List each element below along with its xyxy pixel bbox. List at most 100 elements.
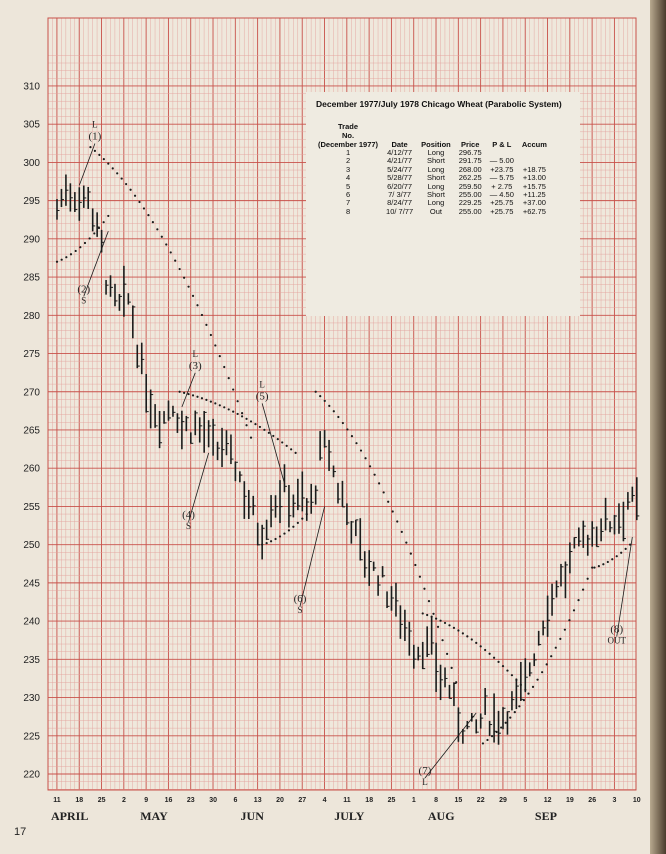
- sar-dot: [536, 678, 539, 681]
- sar-dot: [227, 408, 230, 411]
- x-tick-label: 6: [233, 797, 237, 804]
- annotation-position: S: [298, 605, 303, 615]
- trade-cell-accum: +18.75: [522, 164, 546, 174]
- x-tick-label: 22: [477, 797, 485, 804]
- sar-dot: [249, 420, 253, 423]
- sar-dot: [504, 721, 507, 724]
- sar-dot: [510, 674, 514, 677]
- sar-dot: [615, 555, 618, 558]
- annotation-position: OUT: [607, 636, 626, 646]
- sar-dot: [214, 402, 217, 405]
- trade-cell-position: Short: [426, 190, 445, 200]
- annotation-label: (2): [77, 283, 90, 295]
- sar-dot: [439, 619, 442, 622]
- annotation-position: L: [422, 777, 428, 787]
- sar-dot: [436, 625, 440, 628]
- sar-dot: [368, 465, 372, 468]
- trade-cell-price: 229.25: [458, 198, 482, 208]
- sar-dot: [554, 646, 557, 649]
- sar-dot: [568, 619, 571, 622]
- sar-dot: [160, 235, 163, 238]
- trade-cell-position: Short: [426, 173, 445, 183]
- y-tick-label: 285: [23, 273, 40, 284]
- sar-dot: [418, 575, 422, 578]
- sar-dot: [550, 655, 553, 658]
- sar-dot: [509, 716, 512, 719]
- sar-dot: [319, 395, 322, 398]
- header-trade-no-line3: (December 1977): [318, 140, 379, 149]
- y-tick-label: 225: [23, 731, 40, 742]
- x-tick-label: 23: [187, 797, 195, 804]
- trade-cell-no: 4: [345, 173, 351, 183]
- trade-row: 7 8/24/77 Long 229.25 +25.75 +37.00: [314, 198, 551, 208]
- sar-dot: [232, 388, 235, 391]
- x-tick-label: 18: [75, 797, 83, 804]
- trade-cell-no: 7: [345, 198, 351, 208]
- sar-dot: [209, 333, 212, 337]
- trade-cell-date: 5/24/77: [387, 164, 413, 174]
- trade-cell-date: 8/24/77: [387, 198, 413, 208]
- x-tick-label: 12: [544, 797, 552, 804]
- sar-dot: [350, 435, 354, 438]
- month-label: APRIL: [51, 809, 88, 823]
- sar-dot: [518, 705, 521, 708]
- sar-dot: [178, 267, 181, 271]
- sar-dot: [450, 666, 453, 670]
- sar-dot: [240, 415, 244, 418]
- sar-dot: [265, 542, 268, 545]
- x-tick-label: 11: [53, 797, 61, 804]
- annotation-pointer: [78, 143, 96, 186]
- trade-cell-no: 1: [345, 148, 351, 157]
- y-tick-label: 265: [23, 425, 40, 436]
- trade-annotations: (1)L(2)S(3)L(4)S(5)L(6)S(7)L(8)OUT: [77, 119, 633, 787]
- sar-dot: [218, 404, 221, 407]
- sar-dot: [111, 167, 114, 170]
- trade-cell-position: Long: [427, 148, 445, 157]
- sar-dot: [214, 344, 217, 347]
- sar-dot: [337, 415, 340, 419]
- header-trade-no-line2: No.: [341, 131, 355, 140]
- sar-dot: [223, 406, 226, 409]
- trade-cell-position: Long: [427, 164, 445, 174]
- sar-dot: [341, 421, 344, 425]
- trade-cell-accum: [518, 149, 551, 157]
- sar-dot: [88, 237, 91, 240]
- sar-dot: [240, 411, 244, 415]
- sar-dot: [488, 652, 491, 655]
- x-tick-label: 25: [98, 797, 106, 804]
- header-trade-no-line1: Trade: [338, 122, 359, 131]
- sar-dot: [455, 681, 458, 684]
- sar-dot: [364, 457, 367, 460]
- trade-cell-pl: — 5.00: [489, 156, 514, 166]
- sar-dot: [359, 449, 363, 452]
- sar-dot: [427, 599, 431, 603]
- trade-row: 6 7/ 3/77 Short 255.00 — 4.50 +11.25: [314, 190, 551, 200]
- y-tick-label: 305: [23, 120, 40, 131]
- sar-dot: [276, 438, 279, 441]
- sar-dot: [559, 637, 562, 640]
- sar-dot: [423, 587, 426, 590]
- trade-cell-price: 259.50: [458, 181, 482, 191]
- trade-rows: 1 4/12/77 Long 296.75 2 4/21/77 Short 291.75 — 5…: [314, 148, 551, 216]
- sar-dot: [287, 529, 291, 532]
- annotation-position: S: [81, 295, 86, 305]
- sar-dot: [60, 258, 63, 261]
- trade-cell-date: 4/12/77: [387, 148, 413, 157]
- x-tick-label: 18: [365, 797, 373, 804]
- sar-dot: [79, 246, 82, 249]
- y-tick-label: 280: [23, 311, 40, 322]
- sar-dot: [378, 482, 381, 485]
- trade-cell-date: 10/ 7/77: [386, 206, 414, 216]
- trade-cell-position: Long: [427, 181, 445, 191]
- x-tick-label: 3: [613, 797, 617, 804]
- annotation-pointer: [83, 231, 109, 297]
- sar-dot: [272, 434, 275, 438]
- sar-dot: [187, 285, 190, 288]
- sar-dot: [611, 558, 614, 561]
- trade-row: 5 6/20/77 Long 259.50 + 2.75 +15.75: [314, 181, 551, 191]
- sar-dot: [602, 563, 605, 566]
- x-tick-label: 27: [298, 797, 306, 804]
- sar-dot: [492, 656, 496, 659]
- page-number: 17: [14, 826, 27, 838]
- trade-row: 1 4/12/77 Long 296.75: [314, 148, 551, 157]
